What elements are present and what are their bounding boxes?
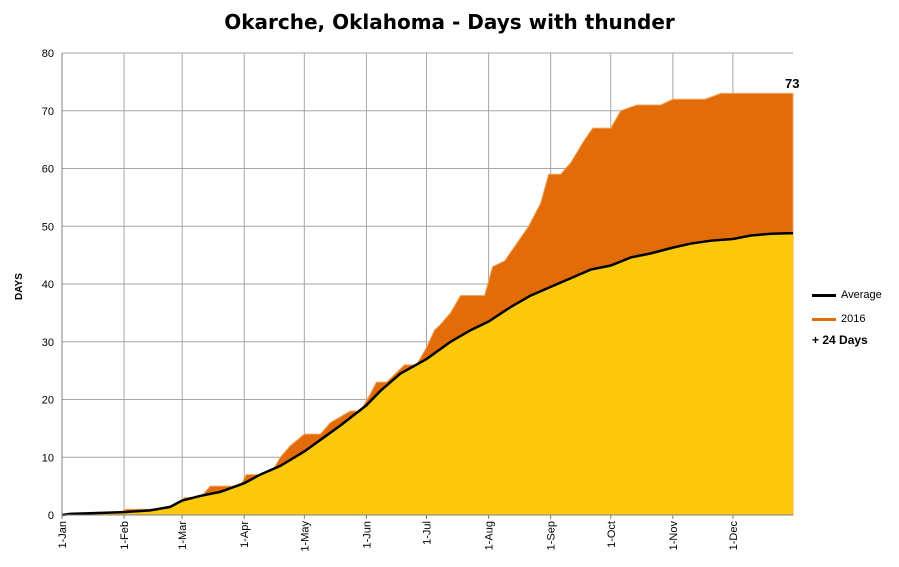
x-tick-label: 1-Aug [484, 521, 496, 550]
x-tick-label: 1-May [299, 521, 311, 552]
x-tick-label: 1-Jul [421, 521, 433, 545]
x-tick-label: 1-Mar [177, 521, 189, 550]
y-tick-label: 0 [48, 510, 54, 522]
x-tick-label: 1-Dec [728, 521, 740, 551]
y-tick-label: 20 [42, 395, 54, 407]
x-tick-label: 1-Oct [606, 521, 618, 548]
x-tick-label: 1-Nov [668, 521, 680, 551]
legend-swatch-2016 [812, 317, 836, 321]
x-tick-label: 1-Apr [239, 521, 251, 548]
x-tick-label: 1-Jun [361, 521, 373, 549]
x-tick-label: 1-Feb [119, 521, 131, 550]
chart-title: Okarche, Oklahoma - Days with thunder [224, 10, 675, 34]
x-tick-label: 1-Jan [57, 521, 69, 549]
legend-item-average: Average [812, 283, 882, 307]
x-tick-label: 1-Sep [546, 521, 558, 550]
y-tick-label: 50 [42, 221, 54, 233]
legend-item-2016: 2016 [812, 307, 882, 331]
legend-label-2016: 2016 [841, 313, 866, 325]
y-tick-label: 80 [42, 48, 54, 60]
axes: 0 10 20 30 40 50 60 70 80 1-Jan 1-Feb 1-Mar 1-Apr 1-M… [42, 48, 793, 552]
series-average-area [62, 233, 793, 515]
legend-swatch-average [812, 293, 836, 297]
y-tick-label: 10 [42, 452, 54, 464]
series-group [61, 92, 794, 517]
y-tick-label: 40 [42, 279, 54, 291]
y-tick-label: 60 [42, 164, 54, 176]
end-value-label: 73 [785, 76, 800, 91]
difference-note: + 24 Days [812, 333, 868, 347]
y-tick-label: 70 [42, 106, 54, 118]
series-average-line [61, 231, 794, 517]
legend: Average 2016 + 24 Days [812, 283, 882, 347]
y-tick-label: 30 [42, 337, 54, 349]
legend-label-average: Average [841, 289, 882, 301]
